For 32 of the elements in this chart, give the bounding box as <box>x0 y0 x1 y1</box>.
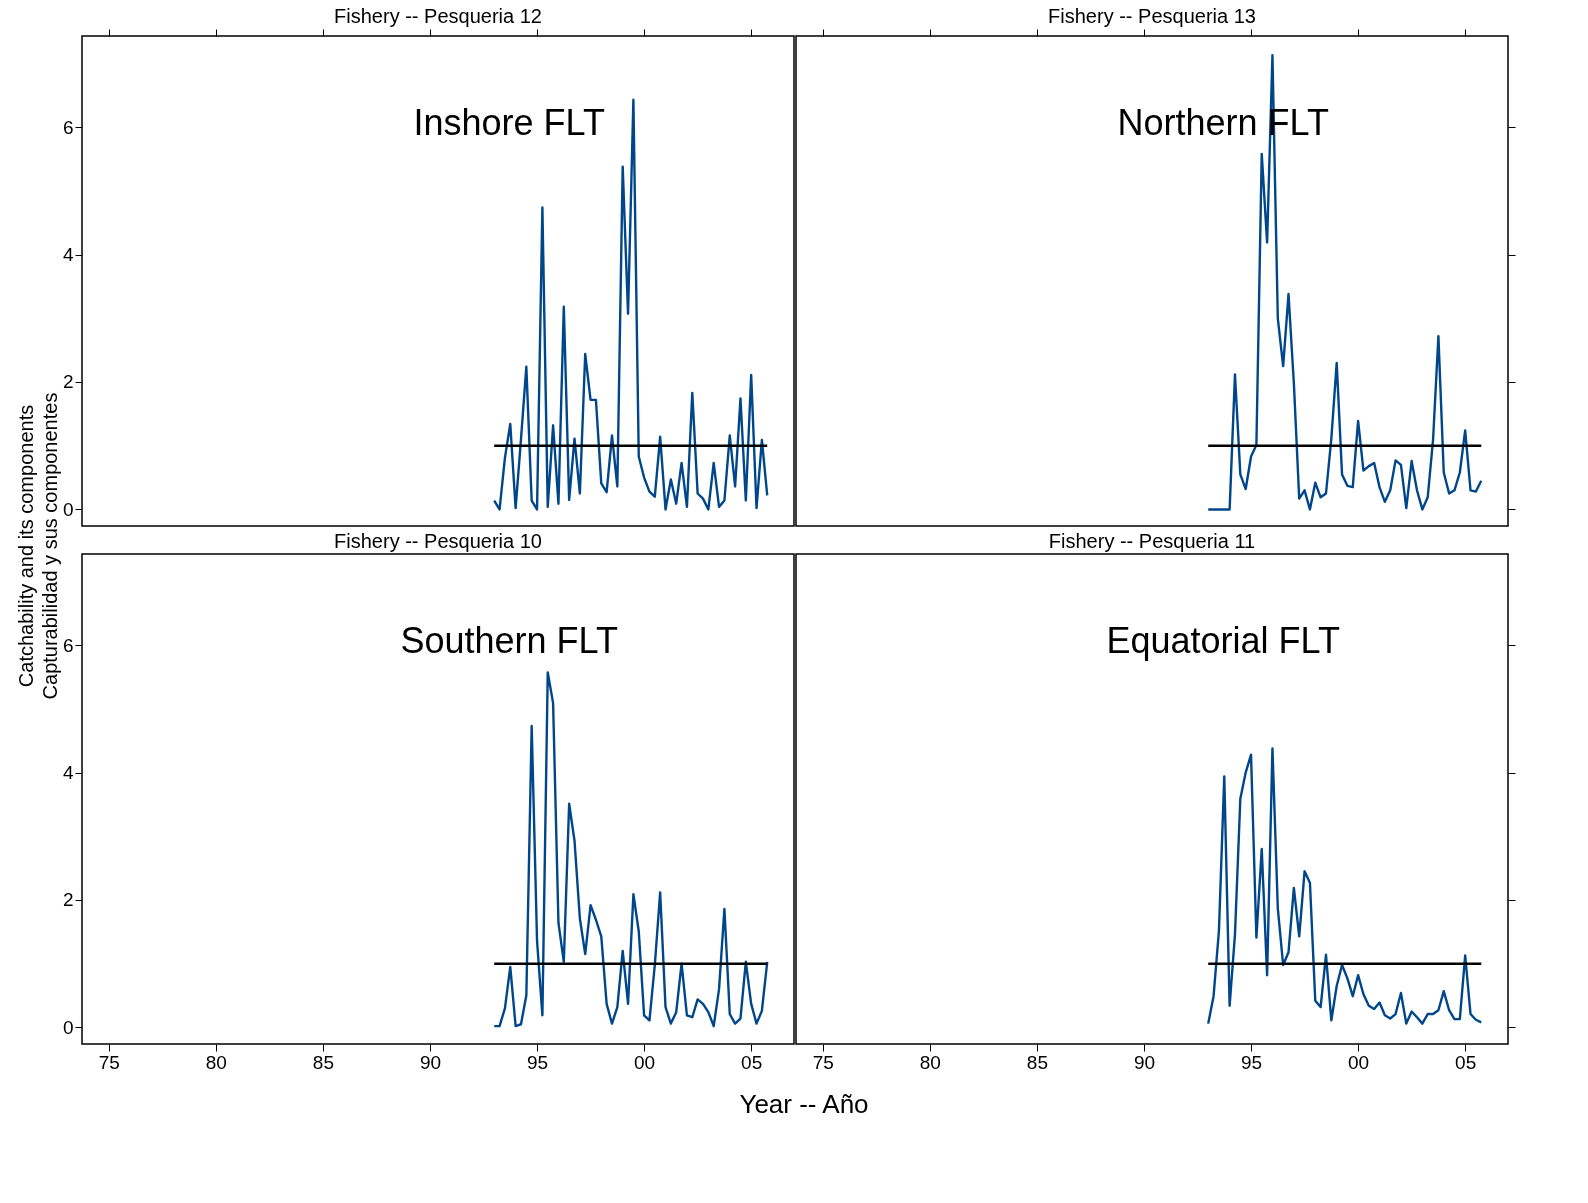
annotation: Equatorial FLT <box>1106 620 1340 662</box>
line-series <box>493 671 769 1028</box>
x-tick-label: 05 <box>741 1051 763 1073</box>
x-tick-label: 95 <box>526 1051 549 1073</box>
x-tick-label: 85 <box>1026 1051 1048 1073</box>
x-tick-label: 80 <box>205 1051 227 1073</box>
x-tick-label: 95 <box>1240 1051 1263 1073</box>
y-tick-label: 6 <box>62 634 74 656</box>
y-tick-label: 0 <box>62 498 74 520</box>
x-axis-title: Year -- Año <box>739 1089 869 1119</box>
x-tick-label: 05 <box>1455 1051 1477 1073</box>
annotation: Southern FLT <box>400 620 618 662</box>
x-tick-label: 75 <box>98 1051 120 1073</box>
y-tick-label: 2 <box>62 371 74 393</box>
chart-title: Fishery -- Pesqueria 10 <box>334 530 542 552</box>
y-tick-label: 6 <box>62 116 74 138</box>
x-tick-label: 90 <box>1133 1051 1156 1073</box>
y-tick-label: 4 <box>62 244 74 266</box>
y-tick-label: 4 <box>62 762 74 784</box>
chart-title: Fishery -- Pesqueria 12 <box>334 4 542 27</box>
chart-title: Fishery -- Pesqueria 11 <box>1048 530 1256 552</box>
x-tick-label: 00 <box>1348 1051 1370 1073</box>
x-tick-label: 00 <box>634 1051 656 1073</box>
x-tick-label: 75 <box>812 1051 834 1073</box>
y-axis-title: Catchability and its components Capturabilidad y sus componentes <box>15 392 61 700</box>
x-tick-label: 80 <box>919 1051 941 1073</box>
y-tick-label: 2 <box>62 889 74 911</box>
chart-title: Fishery -- Pesqueria 13 <box>1048 4 1256 27</box>
x-tick-label: 90 <box>419 1051 442 1073</box>
y-tick-label: 0 <box>62 1016 74 1038</box>
x-tick-label: 85 <box>312 1051 334 1073</box>
annotation: Inshore FLT <box>413 102 605 144</box>
